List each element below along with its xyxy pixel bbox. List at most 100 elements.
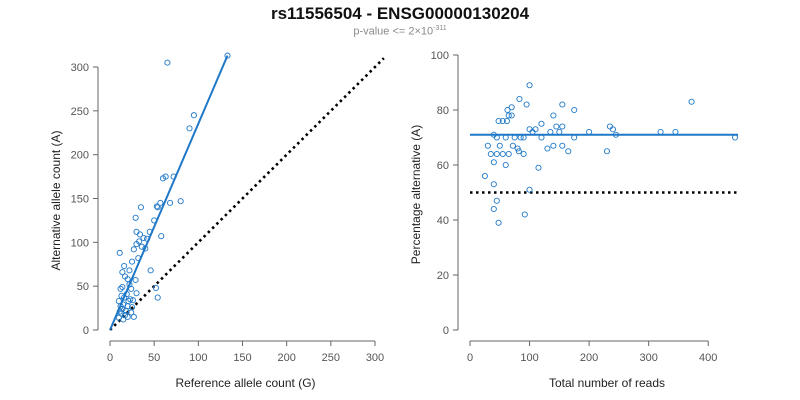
data-point [146, 228, 153, 235]
fit-line [109, 55, 229, 331]
data-point [550, 112, 557, 119]
data-point [186, 125, 193, 132]
data-point [154, 294, 161, 301]
data-point [133, 241, 140, 248]
data-point [731, 134, 739, 141]
y-tick-label: 0 [83, 325, 89, 337]
data-point [559, 142, 566, 149]
data-point [523, 101, 530, 108]
data-point [152, 284, 159, 291]
y-tick-label: 0 [443, 325, 449, 337]
data-point [115, 298, 122, 305]
data-point [538, 120, 545, 127]
data-point [526, 82, 533, 89]
data-point [159, 175, 167, 182]
data-point [493, 150, 500, 158]
data-point [157, 199, 164, 206]
data-point [224, 52, 231, 59]
data-point [495, 117, 502, 125]
data-point [190, 112, 197, 119]
data-point [133, 228, 140, 235]
data-point [484, 142, 491, 149]
data-point [490, 159, 497, 166]
data-point [499, 150, 506, 158]
data-point [140, 234, 147, 241]
data-point [556, 128, 563, 136]
data-point [517, 134, 524, 141]
data-point [142, 245, 149, 252]
data-point [688, 98, 695, 105]
percentage-plot: 0 100 200 300 400 0 20 40 60 80 100 Total number of… [409, 50, 739, 390]
x-tick-label: 300 [366, 352, 384, 364]
data-point [505, 150, 512, 158]
x-tick-label: 150 [233, 352, 251, 364]
data-point [481, 172, 488, 180]
y-tick-label: 100 [431, 50, 449, 62]
data-point [138, 243, 145, 250]
data-point [124, 313, 131, 320]
data-point [129, 258, 136, 265]
data-point [521, 211, 528, 218]
allele-count-plot: 0 50 100 150 200 250 300 0 50 100 150 200 250 300 Refe… [49, 52, 385, 390]
data-point [127, 296, 134, 303]
data-point [122, 307, 129, 314]
data-point [117, 285, 124, 292]
data-point [515, 148, 522, 155]
data-point [544, 145, 551, 152]
chart-subtitle: p-value <= 2×10-311 [0, 25, 800, 38]
data-point [520, 150, 527, 158]
data-point [547, 128, 554, 136]
x-tick-label: 200 [580, 352, 598, 364]
data-point [511, 134, 518, 141]
y-tick-label: 60 [437, 160, 449, 172]
data-point [550, 142, 557, 149]
data-point [565, 148, 572, 155]
data-point [657, 128, 664, 136]
y-tick-label: 100 [71, 237, 89, 249]
data-point [526, 186, 533, 193]
data-point [504, 106, 511, 114]
x-tick-label: 100 [189, 352, 207, 364]
data-point [119, 269, 126, 276]
data-point [118, 310, 125, 317]
data-point [177, 198, 184, 205]
data-point [538, 134, 545, 141]
data-point [490, 205, 497, 213]
data-point [119, 283, 126, 291]
data-point [571, 106, 578, 114]
data-point [499, 117, 506, 125]
data-point [609, 126, 616, 133]
reference-line [109, 57, 385, 331]
data-point [553, 123, 560, 130]
data-point [121, 294, 128, 301]
data-point [132, 214, 139, 221]
data-point [559, 123, 566, 130]
data-point [137, 204, 144, 211]
data-point [121, 262, 128, 270]
data-point [133, 290, 140, 297]
data-point [529, 128, 536, 136]
y-tick-label: 80 [437, 105, 449, 117]
data-point [151, 217, 158, 224]
data-point [154, 204, 161, 211]
x-tick-label: 200 [277, 352, 295, 364]
data-point [508, 112, 515, 119]
y-tick-label: 50 [77, 281, 89, 293]
data-point [487, 150, 494, 158]
data-point [586, 128, 593, 136]
data-point [167, 199, 174, 206]
data-point [520, 134, 527, 141]
x-tick-label: 400 [699, 352, 717, 364]
data-point [128, 309, 135, 316]
data-point [132, 276, 139, 284]
data-point [147, 267, 154, 274]
data-point [116, 308, 123, 315]
data-point [559, 101, 566, 108]
x-tick-label: 250 [322, 352, 340, 364]
data-point [493, 197, 500, 204]
data-point [493, 134, 500, 141]
data-point [153, 203, 160, 210]
data-point [124, 276, 131, 283]
data-point [130, 313, 137, 320]
